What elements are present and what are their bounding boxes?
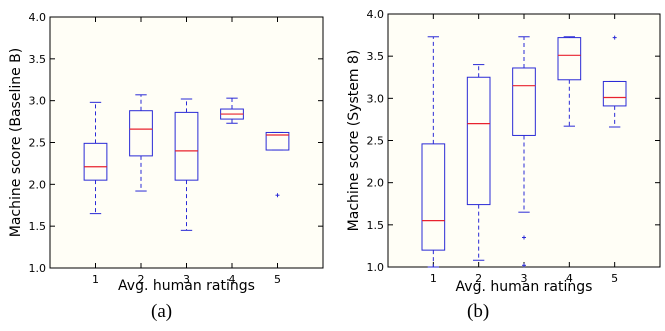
chart-panel-b: 1.0 1.5 2.0 2.5 3.0 3.5 4.0 1 2 3 4 5 Avg. human rat… — [346, 8, 661, 295]
box-5 — [602, 35, 627, 128]
y-tick-label: 2.5 — [367, 135, 385, 148]
x-tick-label: 2 — [138, 273, 145, 286]
y-tick-label: 1.5 — [367, 219, 385, 232]
y-tick-label: 2.5 — [29, 137, 47, 150]
box-iqr — [265, 131, 290, 151]
x-axis-label: Avg. human ratings — [118, 278, 255, 294]
box-4 — [220, 97, 244, 124]
box-iqr — [83, 142, 108, 181]
x-tick-label: 4 — [229, 273, 236, 286]
x-tick-label: 3 — [183, 273, 190, 286]
y-axis-label: Machine score (System 8) — [346, 50, 362, 232]
box-iqr — [421, 143, 446, 251]
x-tick-label: 4 — [566, 272, 573, 285]
box-4 — [557, 36, 582, 127]
box-2 — [466, 64, 491, 261]
y-tick-label: 1.0 — [367, 261, 385, 274]
y-tick-label: 4.0 — [29, 11, 47, 24]
box-iqr — [512, 67, 536, 136]
y-tick-label: 3.0 — [29, 95, 47, 108]
box-5 — [265, 131, 290, 198]
box-iqr — [602, 80, 627, 107]
y-tick-label: 2.0 — [29, 178, 47, 191]
box-iqr — [466, 76, 491, 206]
box-2 — [129, 94, 153, 192]
box-iqr — [174, 111, 199, 181]
chart-panel-a: 1.0 1.5 2.0 2.5 3.0 3.5 4.0 1 2 3 4 5 Avg. human rat… — [8, 11, 324, 294]
y-tick-label: 4.0 — [367, 8, 385, 21]
x-tick-label: 5 — [274, 273, 281, 286]
y-tick-label: 3.5 — [29, 53, 47, 66]
box-3 — [174, 98, 199, 231]
box-3 — [512, 36, 536, 268]
x-tick-label: 3 — [521, 272, 528, 285]
box-iqr — [557, 37, 582, 81]
y-axis-label: Machine score (Baseline B) — [8, 48, 24, 237]
y-tick-label: 3.0 — [367, 92, 385, 105]
box-iqr — [129, 110, 153, 157]
x-tick-label: 1 — [430, 272, 437, 285]
y-tick-label: 1.0 — [29, 262, 47, 275]
x-tick-label: 1 — [92, 273, 99, 286]
x-tick-label: 5 — [611, 272, 618, 285]
x-tick-label: 2 — [475, 272, 482, 285]
caption-b: (b) — [467, 301, 490, 322]
y-tick-label: 1.5 — [29, 220, 47, 233]
box-1 — [83, 101, 108, 215]
x-axis-label: Avg. human ratings — [456, 279, 593, 295]
caption-a: (a) — [151, 301, 173, 322]
box-1 — [421, 36, 446, 268]
y-tick-label: 3.5 — [367, 50, 385, 63]
y-tick-label: 2.0 — [367, 177, 385, 190]
